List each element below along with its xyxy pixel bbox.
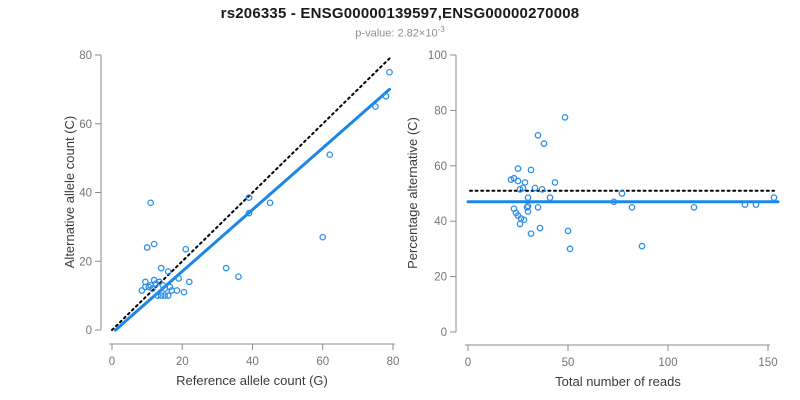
- data-point: [534, 204, 542, 211]
- data-point: [524, 208, 532, 215]
- data-point: [372, 103, 379, 110]
- y-tick-label: 60: [79, 119, 92, 131]
- y-axis-title: Percentage alternative (C): [405, 117, 420, 269]
- data-point: [536, 224, 544, 232]
- identity-line: [111, 57, 391, 331]
- data-point: [514, 177, 522, 185]
- data-point: [610, 198, 618, 206]
- data-point: [382, 92, 390, 100]
- y-tick-label: 60: [434, 161, 447, 173]
- data-point: [156, 278, 163, 286]
- data-point: [527, 230, 535, 238]
- data-point: [138, 287, 146, 294]
- data-point: [142, 278, 149, 286]
- data-point: [514, 165, 522, 172]
- pvalue-subtitle: p-value: 2.82×10-3: [0, 25, 800, 40]
- data-point: [245, 209, 253, 217]
- data-point: [161, 292, 169, 299]
- x-tick-label: 20: [176, 356, 189, 368]
- x-tick-label: 100: [658, 357, 677, 369]
- y-axis-title: Alternative allele count (C): [62, 116, 77, 268]
- y-tick-label: 20: [79, 256, 92, 268]
- data-point: [180, 288, 188, 296]
- data-point: [164, 292, 172, 299]
- x-tick-label: 0: [109, 356, 115, 368]
- y-tick-label: 100: [428, 50, 447, 62]
- data-point: [534, 131, 542, 139]
- data-point: [521, 179, 529, 186]
- x-axis-title: Reference allele count (G): [176, 373, 328, 388]
- data-point: [143, 244, 151, 251]
- data-point: [154, 292, 162, 299]
- data-point: [175, 275, 183, 282]
- data-point: [531, 184, 539, 192]
- y-tick-label: 80: [79, 50, 92, 62]
- data-point: [152, 280, 160, 287]
- data-point: [164, 268, 172, 275]
- data-point: [173, 287, 181, 294]
- data-point: [145, 283, 153, 291]
- data-point: [566, 245, 574, 253]
- x-tick-label: 60: [316, 356, 329, 368]
- regression-line: [114, 87, 391, 332]
- data-point: [516, 220, 524, 228]
- data-point: [564, 227, 572, 235]
- data-point: [157, 264, 165, 272]
- data-point: [266, 199, 274, 207]
- data-point: [540, 140, 548, 147]
- x-tick-label: 40: [246, 356, 259, 368]
- data-point: [166, 283, 174, 291]
- data-point: [150, 240, 158, 248]
- data-point: [538, 185, 546, 193]
- y-tick-label: 40: [434, 216, 447, 228]
- data-point: [157, 292, 165, 299]
- data-point: [520, 216, 528, 224]
- allele-count-plot: 0 20 40 60 80 0 20 40 60 80 Reference allele count…: [62, 50, 400, 388]
- data-point: [628, 204, 636, 211]
- data-point: [741, 201, 749, 208]
- data-point: [326, 151, 334, 159]
- data-point: [752, 201, 760, 208]
- x-tick-label: 80: [387, 356, 400, 368]
- data-point: [546, 194, 554, 202]
- data-point: [222, 264, 230, 272]
- data-point: [527, 166, 535, 174]
- data-point: [159, 281, 167, 289]
- data-point: [561, 113, 569, 121]
- data-point: [149, 285, 156, 293]
- data-point: [319, 233, 327, 241]
- page-title: rs206335 - ENSG00000139597,ENSG000002700…: [220, 5, 580, 22]
- data-point: [524, 194, 532, 202]
- data-point: [618, 190, 626, 197]
- x-tick-label: 150: [758, 357, 777, 369]
- pvalue-text: p-value: 2.82×10: [355, 27, 438, 40]
- data-point: [386, 68, 393, 76]
- y-tick-label: 20: [434, 272, 447, 284]
- data-point: [690, 204, 698, 211]
- pvalue-exponent: -3: [437, 25, 445, 34]
- x-axis-title: Total number of reads: [555, 374, 681, 389]
- data-point: [147, 199, 154, 207]
- data-point: [182, 245, 190, 253]
- data-point: [551, 179, 559, 186]
- y-tick-label: 0: [86, 325, 92, 337]
- data-point: [770, 194, 778, 202]
- data-point: [638, 242, 646, 250]
- data-point: [516, 185, 524, 193]
- y-tick-label: 40: [79, 188, 92, 200]
- data-point: [245, 194, 253, 202]
- y-tick-label: 80: [434, 105, 447, 117]
- x-tick-label: 0: [465, 357, 471, 369]
- data-point: [185, 278, 193, 286]
- x-tick-label: 50: [562, 357, 575, 369]
- data-point: [235, 273, 242, 281]
- y-tick-label: 0: [441, 327, 447, 339]
- data-point: [507, 176, 515, 183]
- percentage-plot: 0 50 100 150 0 20 40 60 80 100 Total number of rea…: [405, 50, 780, 389]
- data-point: [523, 204, 531, 211]
